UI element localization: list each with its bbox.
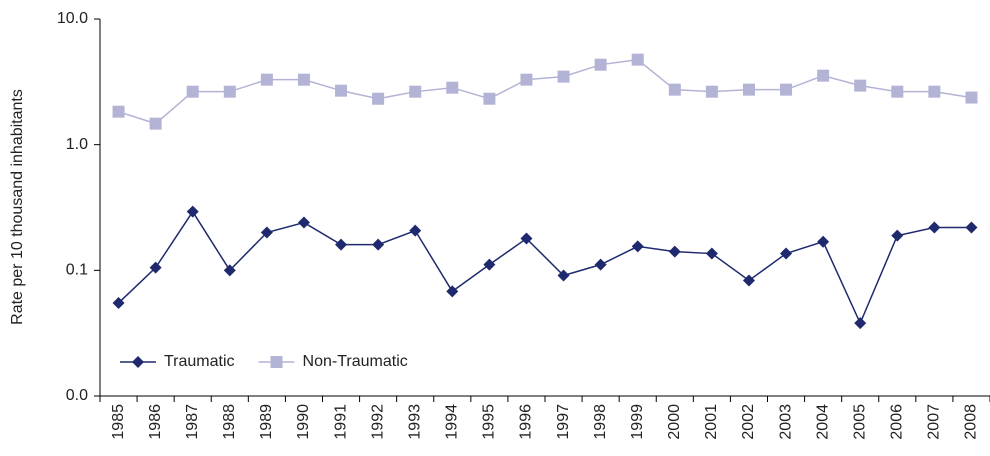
x-tick-label: 1988 [221, 404, 238, 440]
data-point [928, 221, 941, 234]
data-point [446, 81, 459, 94]
x-tick-label: 1990 [295, 404, 312, 440]
data-point [668, 83, 681, 96]
data-point [260, 226, 273, 239]
x-tick-label: 2001 [703, 404, 720, 440]
data-point [965, 221, 978, 234]
x-tick-label: 2008 [963, 404, 980, 440]
data-point [260, 73, 273, 86]
series-line [118, 210, 972, 326]
data-point [928, 85, 941, 98]
data-point [223, 264, 236, 277]
data-point [223, 85, 236, 98]
data-point [483, 258, 496, 271]
y-axis-label: Rate per 10 thousand inhabitants [9, 89, 26, 325]
data-point [112, 296, 125, 309]
x-tick-label: 1997 [555, 404, 572, 440]
data-point [780, 247, 793, 260]
series-line [118, 58, 972, 125]
data-point [891, 85, 904, 98]
x-tick-label: 2004 [814, 404, 831, 440]
legend-label: Non-Traumatic [303, 353, 408, 370]
data-point [186, 205, 199, 218]
legend-marker [132, 356, 144, 368]
data-point [854, 317, 867, 330]
data-point [372, 92, 385, 105]
data-point [557, 70, 570, 83]
y-tick-label: 10.0 [57, 10, 88, 27]
x-tick-label: 1995 [481, 404, 498, 440]
x-tick-label: 1985 [110, 404, 127, 440]
data-point [594, 258, 607, 271]
data-point [705, 85, 718, 98]
data-point [817, 69, 830, 82]
data-point [186, 85, 199, 98]
x-tick-label: 2003 [777, 404, 794, 440]
data-point [594, 58, 607, 71]
x-tick-label: 2000 [666, 404, 683, 440]
data-point [817, 235, 830, 248]
x-tick-label: 1992 [369, 404, 386, 440]
data-point [446, 285, 459, 298]
data-point [891, 229, 904, 242]
data-point [631, 240, 644, 253]
data-point [297, 216, 310, 229]
data-point [372, 238, 385, 251]
data-point [409, 224, 422, 237]
data-point [631, 53, 644, 66]
x-tick-label: 2005 [851, 404, 868, 440]
y-tick-label: 0.1 [66, 262, 88, 279]
x-tick-label: 1986 [147, 404, 164, 440]
x-tick-label: 1994 [444, 404, 461, 440]
x-tick-label: 1996 [518, 404, 535, 440]
data-point [149, 261, 162, 274]
x-tick-label: 1999 [629, 404, 646, 440]
legend-marker [270, 356, 283, 368]
data-point [557, 269, 570, 282]
data-point [668, 245, 681, 258]
data-point [742, 274, 755, 287]
data-point [742, 83, 755, 96]
data-point [705, 247, 718, 260]
data-point [854, 79, 867, 92]
data-point [965, 91, 978, 104]
legend-label: Traumatic [164, 353, 235, 370]
data-point [335, 84, 348, 97]
x-tick-label: 2007 [926, 404, 943, 440]
data-point [112, 105, 125, 118]
x-tick-label: 1993 [406, 404, 423, 440]
data-point [520, 73, 533, 86]
x-tick-label: 1991 [332, 404, 349, 440]
x-tick-label: 1998 [592, 404, 609, 440]
data-point [149, 117, 162, 130]
x-tick-label: 2002 [740, 404, 757, 440]
x-tick-label: 1989 [258, 404, 275, 440]
data-point [780, 83, 793, 96]
y-tick-label: 1.0 [66, 136, 88, 153]
x-tick-label: 1987 [184, 404, 201, 440]
data-point [297, 73, 310, 86]
data-point [483, 92, 496, 105]
data-point [335, 238, 348, 251]
x-tick-label: 2006 [889, 404, 906, 440]
data-point [520, 232, 533, 245]
data-point [409, 85, 422, 98]
y-tick-label: 0.0 [66, 387, 88, 404]
